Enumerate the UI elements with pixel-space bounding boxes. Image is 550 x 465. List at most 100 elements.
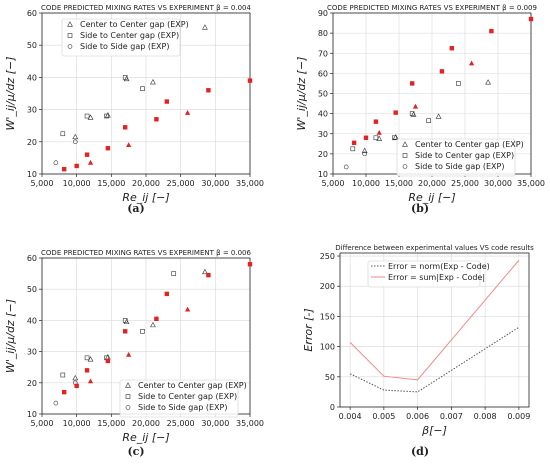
y-tick-label: 250 — [320, 252, 335, 261]
data-point-code-triangle — [469, 60, 475, 66]
x-tick-label: 15,000 — [97, 179, 125, 188]
x-tick-label: 20,000 — [418, 179, 446, 188]
chart-title: CODE PREDICTED MIXING RATES VS EXPERIMEN… — [41, 249, 251, 257]
data-point-code-triangle — [185, 110, 191, 115]
x-tick-label: 5,000 — [31, 419, 54, 428]
data-point-square — [60, 372, 66, 378]
data-point-code-square — [84, 368, 90, 373]
legend-label: Center to Center gap (EXP) — [415, 140, 524, 149]
y-axis-label: Error [-] — [302, 308, 315, 351]
data-point-triangle — [72, 133, 79, 140]
legend-label: Error = sum|Exp - Code| — [388, 273, 485, 282]
data-point-code-square — [528, 16, 534, 22]
data-point-code-square — [61, 166, 67, 172]
chart-title: CODE PREDICTED MIXING RATES VS EXPERIMEN… — [327, 4, 537, 12]
data-point-triangle — [392, 134, 399, 140]
data-point-code-square — [74, 383, 79, 389]
x-tick-label: 0.005 — [372, 412, 395, 421]
series-line — [349, 259, 520, 381]
data-point-circle — [53, 400, 59, 406]
y-tick-label: 20 — [318, 150, 328, 159]
y-tick-label: 150 — [320, 312, 335, 321]
data-point-code-square — [363, 135, 369, 140]
data-point-square — [140, 329, 145, 334]
data-point-code-triangle — [126, 142, 132, 148]
data-point-square — [392, 135, 397, 141]
y-tick-label: 60 — [27, 254, 37, 263]
legend-box — [119, 379, 239, 418]
series-line — [349, 326, 520, 393]
data-point-square — [373, 135, 379, 141]
data-point-square — [456, 81, 461, 86]
data-point-circle — [343, 164, 349, 170]
legend: Error = norm(Exp - Code) Error = sum|Exp … — [367, 260, 490, 288]
data-point-code-square — [123, 125, 128, 130]
legend: Center to Center gap (EXP) Side to Center… — [396, 138, 524, 177]
chart-panel-b: 5,000 10,000 15,000 20,000 25,000 30,000 35,00… — [295, 4, 545, 215]
y-tick-label: 40 — [27, 316, 37, 325]
x-tick-label: 25,000 — [167, 419, 195, 428]
y-tick-label: 30 — [27, 106, 37, 115]
data-point-code-square — [393, 110, 398, 115]
x-tick-label: 10,000 — [63, 419, 91, 428]
data-point-code-square — [105, 358, 111, 364]
data-point-code-square — [373, 119, 379, 124]
legend-label: Side to Side gap (EXP) — [138, 403, 227, 412]
data-point-triangle — [104, 353, 111, 360]
x-tick-label: 0.008 — [474, 412, 497, 421]
data-point-circle — [72, 139, 78, 145]
x-tick-label: 20,000 — [132, 419, 160, 428]
data-point-triangle — [123, 318, 130, 325]
legend-box — [396, 138, 516, 177]
data-point-triangle — [485, 79, 492, 85]
data-point-code-square — [247, 78, 253, 83]
data-point-circle — [362, 151, 367, 157]
x-tick-label: 15,000 — [385, 179, 413, 188]
data-point-triangle — [72, 374, 79, 381]
data-point-code-square — [123, 329, 128, 334]
data-point-code-triangle — [376, 129, 382, 135]
y-tick-label: 100 — [320, 343, 335, 352]
data-point-code-square — [154, 316, 159, 322]
y-tick-label: 60 — [27, 9, 37, 18]
data-point-square — [409, 111, 415, 116]
data-point-code-square — [105, 146, 111, 151]
x-tick-label: 35,000 — [517, 179, 545, 188]
legend-marker-triangle — [402, 141, 408, 147]
y-tick-label: 40 — [27, 73, 37, 82]
y-tick-label: 50 — [27, 285, 37, 294]
data-point-code-square — [410, 81, 415, 86]
chart-title: Difference between experimental values V… — [335, 244, 534, 252]
legend-label: Side to Side gap (EXP) — [415, 162, 504, 171]
y-axis-label: W'_ij/μ/dz [−] — [295, 57, 308, 131]
data-point-code-triangle — [87, 378, 94, 384]
data-point-code-square — [449, 46, 454, 51]
x-axis-label: Re_ij [−] — [122, 191, 169, 204]
y-axis-label: W'_ij/μ/dz [−] — [4, 299, 17, 373]
legend-marker-circle — [402, 164, 408, 169]
panel-caption: (d) — [411, 445, 429, 458]
y-tick-label: 50 — [27, 41, 37, 50]
legend-label: Side to Center gap (EXP) — [138, 392, 237, 401]
data-point-triangle — [202, 24, 208, 30]
legend-marker-triangle — [125, 382, 131, 388]
x-tick-label: 0.007 — [440, 412, 463, 421]
x-tick-label: 35,000 — [236, 179, 264, 188]
data-point-code-square — [154, 117, 159, 122]
panel-caption: (a) — [127, 202, 145, 215]
data-point-triangle — [410, 111, 417, 117]
data-point-square — [171, 271, 177, 276]
legend: Center to Center gap (EXP) Side to Center… — [119, 379, 247, 418]
legend-box — [367, 260, 481, 288]
legend-label: Center to Center gap (EXP) — [80, 20, 189, 29]
y-tick-label: 50 — [318, 90, 328, 99]
x-tick-label: 20,000 — [132, 179, 160, 188]
x-tick-label: 5,000 — [322, 179, 345, 188]
y-tick-label: 40 — [318, 110, 328, 119]
legend-label: Side to Center gap (EXP) — [80, 31, 179, 40]
y-axis-label: W'_ij/μ/dz [−] — [4, 57, 17, 131]
data-point-code-square — [489, 28, 494, 34]
data-point-triangle — [202, 268, 208, 275]
y-tick-label: 0 — [330, 403, 335, 412]
data-point-square — [140, 86, 145, 91]
